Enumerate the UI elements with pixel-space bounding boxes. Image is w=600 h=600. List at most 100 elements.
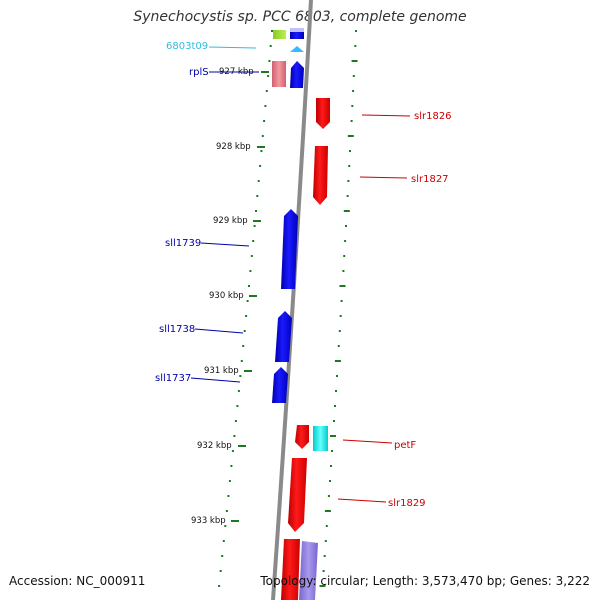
ring-dot (336, 375, 338, 377)
gene-sll1739[interactable]: sll1739 (165, 209, 298, 289)
ring-dot (243, 330, 246, 332)
tick-929: 929 kbp (213, 216, 261, 226)
tick-932: 932 kbp (197, 441, 246, 451)
ring-dot (335, 390, 337, 392)
ring-dot (263, 120, 266, 122)
ring-dot (268, 60, 271, 62)
tick-label: 928 kbp (216, 142, 251, 152)
ring-dot (233, 435, 236, 437)
gene-rplS[interactable]: rplS (189, 61, 304, 88)
genome-backbone (271, 0, 313, 600)
ring-dot (337, 345, 340, 347)
accession-label: Accession: NC_000911 (9, 574, 146, 588)
ring-dot (225, 510, 228, 512)
gene-label-slr1826: slr1826 (414, 111, 452, 122)
lavender-feature-top (290, 28, 304, 32)
tick-928: 928 kbp (216, 142, 265, 152)
ring-dot (334, 360, 341, 362)
ring-dot (260, 150, 263, 152)
ring-dot (250, 255, 253, 257)
gene-label-slr1829: slr1829 (388, 498, 426, 509)
ring-dot (240, 360, 243, 362)
gene-label-sll1739: sll1739 (165, 238, 201, 249)
ring-dot (221, 555, 224, 557)
gene-label-sll1738: sll1738 (159, 324, 195, 335)
gene-label-6803t09: 6803t09 (166, 41, 208, 52)
gene-sll1737[interactable]: sll1737 (155, 367, 288, 403)
ring-dot (334, 405, 336, 407)
ring-dot (352, 75, 355, 77)
inner-dotted-ring (218, 30, 273, 587)
ring-dot (267, 75, 270, 77)
ring-dot (350, 120, 353, 122)
ring-dot (324, 540, 327, 542)
ring-dot (252, 240, 255, 242)
ring-dot (340, 300, 343, 302)
red-feature-bottom (281, 539, 300, 600)
ring-dot (259, 165, 262, 167)
ring-dot (343, 255, 346, 257)
gene-slr1829[interactable]: slr1829 (288, 458, 426, 532)
tick-label: 929 kbp (213, 216, 248, 226)
gene-label-rplS: rplS (189, 67, 209, 78)
ring-dot (222, 540, 225, 542)
ring-dot (333, 420, 335, 422)
ring-dot (346, 195, 349, 197)
tick-931: 931 kbp (204, 366, 252, 376)
ring-dot (324, 510, 331, 512)
map-title: Synechocystis sp. PCC 6803, complete gen… (133, 9, 467, 25)
tick-930: 930 kbp (209, 291, 257, 301)
ring-dot (347, 135, 354, 137)
gene-6803t09[interactable]: 6803t09 (166, 41, 304, 52)
outer-dotted-ring (319, 30, 358, 587)
green-feature (273, 30, 286, 39)
ring-dot (354, 45, 357, 47)
ring-dot (264, 105, 267, 107)
ring-dot (256, 195, 259, 197)
tick-933: 933 kbp (191, 516, 239, 526)
ring-dot (219, 570, 222, 572)
ring-dot (347, 180, 350, 182)
ring-dot (227, 495, 230, 497)
ring-dot (339, 315, 342, 317)
ring-dot (322, 570, 325, 572)
ring-dot (331, 450, 333, 452)
ring-dot (255, 210, 257, 212)
ring-dot (261, 135, 264, 137)
ring-dot (329, 480, 331, 482)
ring-dot (236, 405, 239, 407)
gene-label-petF: petF (394, 440, 416, 451)
ring-dot (218, 585, 221, 587)
gene-sll1738[interactable]: sll1738 (159, 311, 292, 362)
tick-label: 933 kbp (191, 516, 226, 526)
ring-dot (339, 285, 346, 287)
ring-dot (230, 465, 233, 467)
ring-dot (265, 90, 268, 92)
ring-dot (269, 45, 272, 47)
blue-feature-top (290, 30, 304, 39)
ring-dot (257, 180, 260, 182)
tick-label: 931 kbp (204, 366, 239, 376)
ring-dot (349, 150, 351, 152)
gene-petF[interactable]: petF (295, 425, 416, 451)
gene-slr1826[interactable]: slr1826 (316, 98, 452, 129)
ring-dot (246, 300, 249, 302)
gene-slr1827[interactable]: slr1827 (313, 146, 449, 205)
ring-dot (224, 525, 227, 527)
ring-dot (327, 495, 330, 497)
ring-dot (228, 480, 231, 482)
ring-dot (338, 330, 341, 332)
ring-dot (344, 240, 347, 242)
ring-dot (234, 420, 237, 422)
genome-summary: Topology: circular; Length: 3,573,470 bp… (260, 574, 590, 588)
ring-dot (245, 315, 248, 317)
tick-label: 930 kbp (209, 291, 244, 301)
ring-dot (248, 285, 250, 287)
ring-dot (249, 270, 252, 272)
ring-dot (323, 555, 326, 557)
ring-dot (351, 105, 354, 107)
ring-dot (345, 225, 347, 227)
ring-dot (271, 30, 273, 32)
